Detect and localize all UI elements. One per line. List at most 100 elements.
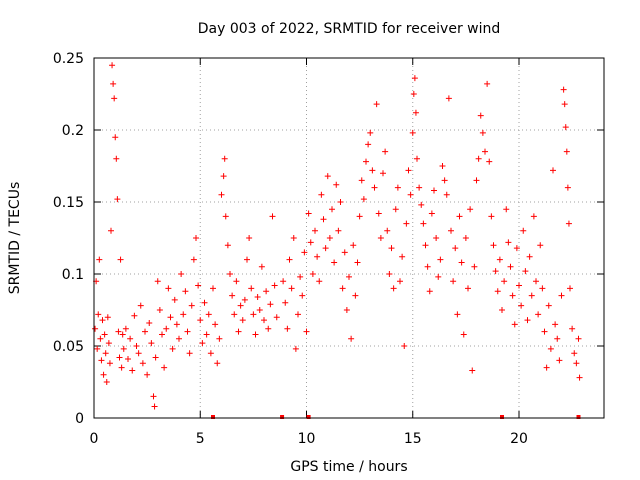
data-point xyxy=(354,259,361,266)
data-point xyxy=(169,345,176,352)
data-point xyxy=(520,227,527,234)
data-point xyxy=(576,374,583,381)
data-point xyxy=(488,213,495,220)
y-axis-label: SRMTID / TECUs xyxy=(7,182,23,295)
data-point xyxy=(156,307,163,313)
data-point xyxy=(324,173,331,180)
data-point xyxy=(397,278,403,285)
data-point xyxy=(295,311,301,318)
data-point xyxy=(380,170,386,177)
data-point xyxy=(233,278,240,285)
data-points xyxy=(92,62,583,410)
data-point xyxy=(95,311,102,318)
data-point xyxy=(193,235,199,241)
data-point xyxy=(331,259,338,266)
data-point xyxy=(467,206,474,213)
data-point xyxy=(335,227,342,234)
data-point xyxy=(418,201,425,208)
data-point xyxy=(348,335,355,342)
data-point xyxy=(411,75,418,82)
data-point xyxy=(239,317,246,324)
data-point xyxy=(375,210,382,217)
data-point xyxy=(392,206,399,213)
data-point xyxy=(144,371,151,378)
data-point xyxy=(184,328,191,335)
data-point xyxy=(102,350,109,357)
missing-data-mark xyxy=(306,415,311,419)
data-point xyxy=(133,343,140,349)
data-point xyxy=(139,360,146,367)
data-point xyxy=(101,331,108,338)
data-point xyxy=(125,355,131,362)
data-point xyxy=(358,177,365,184)
data-point xyxy=(456,213,463,220)
data-point xyxy=(117,256,124,263)
data-point xyxy=(560,86,567,93)
data-point xyxy=(405,167,412,174)
data-point xyxy=(303,328,310,335)
data-point xyxy=(486,158,493,165)
data-point xyxy=(218,191,225,198)
y-tick-label: 0.25 xyxy=(53,51,84,67)
y-tick-label: 0 xyxy=(75,411,84,427)
data-point xyxy=(152,354,159,361)
data-point xyxy=(420,220,427,227)
data-point xyxy=(142,328,148,335)
data-point xyxy=(452,245,459,252)
missing-data-marks xyxy=(211,415,581,419)
data-point xyxy=(373,101,380,108)
data-point xyxy=(382,148,389,155)
data-point xyxy=(499,307,505,313)
data-point xyxy=(367,129,374,136)
data-point xyxy=(471,263,478,270)
data-point xyxy=(482,148,488,155)
data-point xyxy=(329,206,335,213)
data-point xyxy=(384,227,391,234)
data-point xyxy=(114,196,121,203)
data-point xyxy=(337,199,344,205)
data-point xyxy=(435,273,442,280)
data-point xyxy=(305,210,312,217)
data-point xyxy=(286,256,293,263)
data-point xyxy=(518,302,525,309)
data-point xyxy=(369,167,376,174)
data-point xyxy=(547,345,554,352)
data-point xyxy=(190,256,197,263)
data-point xyxy=(116,354,123,361)
data-point xyxy=(554,335,561,342)
data-point xyxy=(201,299,208,306)
data-point xyxy=(371,184,378,191)
data-point xyxy=(167,314,174,321)
data-point xyxy=(377,235,384,241)
y-tick-label: 0.2 xyxy=(62,123,84,139)
data-point xyxy=(161,364,168,371)
data-point xyxy=(363,158,369,165)
data-point xyxy=(159,331,165,338)
data-point xyxy=(290,235,297,241)
data-point xyxy=(261,317,267,324)
data-point xyxy=(561,101,568,108)
data-point xyxy=(412,109,419,116)
data-point xyxy=(341,249,348,256)
x-axis-label: GPS time / hours xyxy=(290,459,407,475)
data-point xyxy=(541,328,548,335)
missing-data-mark xyxy=(500,415,504,419)
data-point xyxy=(150,393,157,400)
y-tick-label: 0.15 xyxy=(53,195,84,211)
data-point xyxy=(414,155,420,162)
data-point xyxy=(484,80,491,87)
data-point xyxy=(428,210,435,217)
data-point xyxy=(513,245,520,252)
data-point xyxy=(552,321,559,328)
data-point xyxy=(180,311,187,318)
data-point xyxy=(267,301,274,308)
data-point xyxy=(299,292,306,299)
data-point xyxy=(288,285,295,292)
data-point xyxy=(450,278,457,285)
data-point xyxy=(316,278,323,285)
data-point xyxy=(448,227,454,234)
data-point xyxy=(410,91,417,97)
data-point xyxy=(539,285,546,292)
data-point xyxy=(284,325,291,332)
x-tick-label: 10 xyxy=(298,431,316,447)
